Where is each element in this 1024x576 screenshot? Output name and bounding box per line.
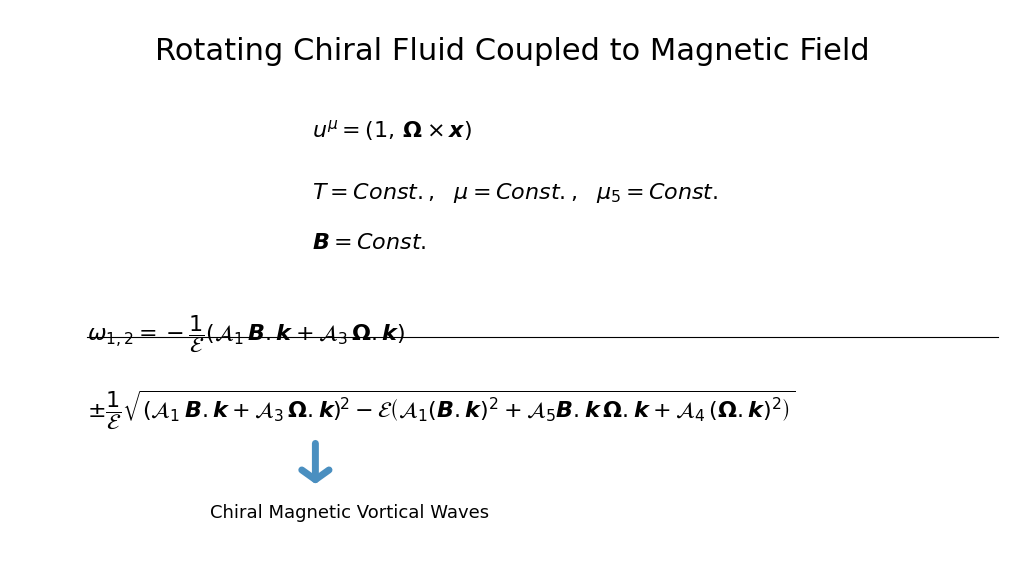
Text: Chiral Magnetic Vortical Waves: Chiral Magnetic Vortical Waves: [210, 504, 489, 522]
Text: Rotating Chiral Fluid Coupled to Magnetic Field: Rotating Chiral Fluid Coupled to Magneti…: [155, 37, 869, 66]
Text: $\boldsymbol{B} = Const.$: $\boldsymbol{B} = Const.$: [312, 233, 427, 253]
Text: $u^{\mu} = \left(1,\, \boldsymbol{\Omega} \times \boldsymbol{x}\right)$: $u^{\mu} = \left(1,\, \boldsymbol{\Omega…: [312, 118, 472, 143]
Text: $T = Const.,\ \ \mu = Const.,\ \ \mu_5 = Const.$: $T = Const.,\ \ \mu = Const.,\ \ \mu_5 =…: [312, 181, 719, 206]
Text: $\pm\dfrac{1}{\mathcal{E}}\sqrt{\left(\mathcal{A}_1\,\boldsymbol{B.k} + \mathcal: $\pm\dfrac{1}{\mathcal{E}}\sqrt{\left(\m…: [87, 389, 795, 432]
Text: $\omega_{1,2} = -\dfrac{1}{\mathcal{E}}\left(\mathcal{A}_1\,\boldsymbol{B.k} + \: $\omega_{1,2} = -\dfrac{1}{\mathcal{E}}\…: [87, 314, 406, 355]
